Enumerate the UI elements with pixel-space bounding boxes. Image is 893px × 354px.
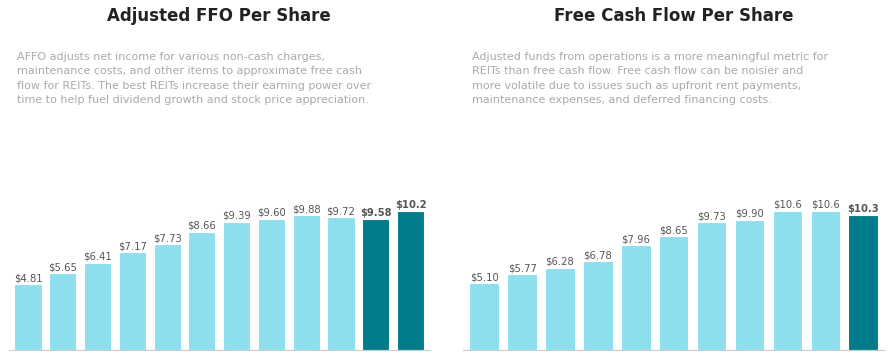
Text: $5.10: $5.10	[470, 272, 498, 282]
Text: Free Cash Flow Per Share: Free Cash Flow Per Share	[554, 7, 794, 25]
Bar	[583, 261, 613, 350]
Bar	[507, 274, 537, 350]
Text: $10.3: $10.3	[847, 204, 879, 214]
Bar	[811, 211, 840, 350]
Text: $10.6: $10.6	[811, 200, 839, 210]
Bar	[154, 244, 180, 350]
Text: $7.17: $7.17	[118, 241, 146, 251]
Text: $7.96: $7.96	[622, 235, 650, 245]
Text: AFFO adjusts net income for various non-cash charges,
maintenance costs, and oth: AFFO adjusts net income for various non-…	[17, 52, 371, 105]
Bar	[293, 215, 320, 350]
Bar	[49, 273, 77, 350]
Text: $10.2: $10.2	[395, 200, 426, 210]
Bar	[735, 220, 764, 350]
Text: $9.39: $9.39	[222, 211, 251, 221]
Bar	[119, 252, 146, 350]
Bar	[470, 283, 499, 350]
Text: $9.88: $9.88	[292, 204, 321, 214]
Bar	[84, 263, 111, 350]
Text: $9.72: $9.72	[327, 206, 355, 216]
Bar	[848, 215, 878, 350]
Bar	[328, 217, 355, 350]
Text: $6.28: $6.28	[546, 257, 574, 267]
Text: $5.65: $5.65	[48, 262, 78, 272]
Text: $9.90: $9.90	[735, 209, 764, 219]
Bar	[188, 232, 215, 350]
Text: $7.73: $7.73	[153, 234, 181, 244]
Text: $9.60: $9.60	[257, 208, 286, 218]
Bar	[621, 245, 651, 350]
Text: $6.41: $6.41	[83, 252, 112, 262]
Text: $4.81: $4.81	[13, 274, 42, 284]
Text: $8.65: $8.65	[659, 225, 689, 235]
Bar	[697, 222, 726, 350]
Bar	[397, 211, 424, 350]
Text: $9.58: $9.58	[360, 208, 392, 218]
Bar	[363, 219, 389, 350]
Text: Adjusted FFO Per Share: Adjusted FFO Per Share	[107, 7, 331, 25]
Bar	[546, 268, 575, 350]
Bar	[223, 222, 250, 350]
Text: $6.78: $6.78	[583, 250, 613, 260]
Text: $9.73: $9.73	[697, 211, 726, 221]
Text: Adjusted funds from operations is a more meaningful metric for
REITs than free c: Adjusted funds from operations is a more…	[472, 52, 828, 105]
Text: $5.77: $5.77	[507, 263, 537, 274]
Bar	[14, 285, 42, 350]
Bar	[772, 211, 802, 350]
Text: $10.6: $10.6	[773, 200, 802, 210]
Text: $8.66: $8.66	[188, 221, 216, 231]
Bar	[258, 219, 285, 350]
Bar	[659, 236, 689, 350]
